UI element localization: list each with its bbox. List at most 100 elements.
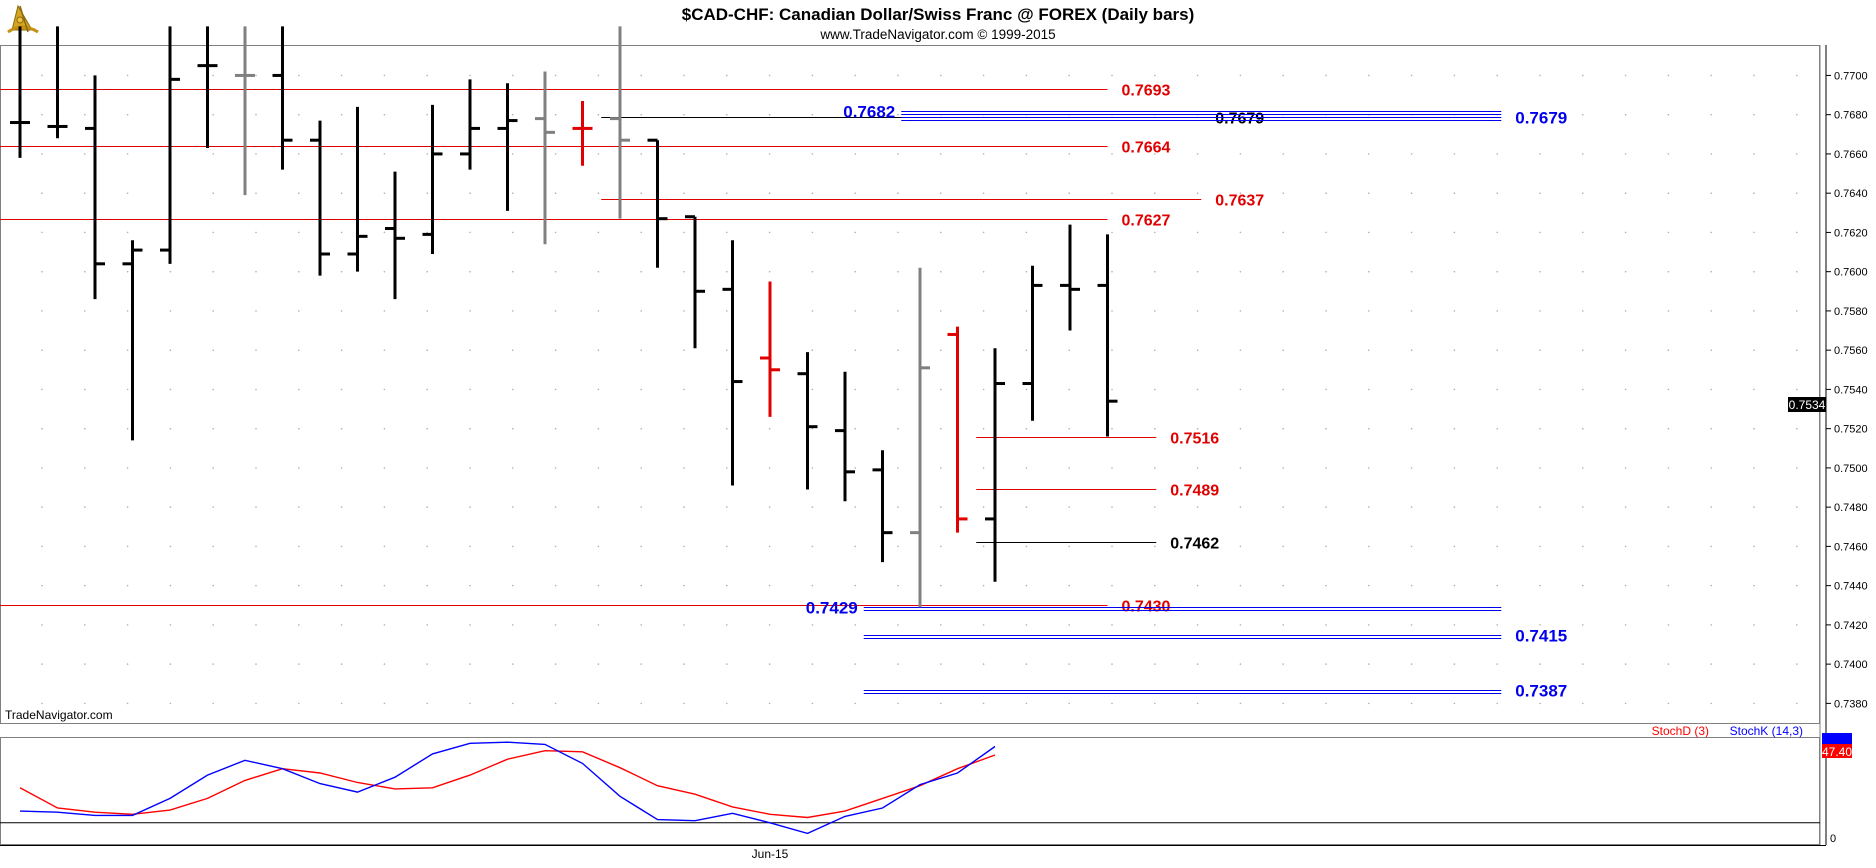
grid-dot: [298, 74, 300, 77]
grid-dot: [126, 427, 129, 430]
ohlc-bar: [85, 75, 105, 300]
grid-dot: [298, 663, 300, 665]
grid-dot: [1582, 663, 1584, 665]
grid-dot: [298, 113, 300, 116]
chart-title: $CAD-CHF: Canadian Dollar/Swiss Franc @ …: [682, 5, 1195, 24]
grid-dot: [1282, 467, 1284, 469]
grid-dot: [1753, 584, 1755, 587]
stochd-line: [19, 749, 996, 819]
grid-dot: [897, 74, 899, 77]
grid-dot: [1111, 584, 1113, 587]
ohlc-bar: [722, 240, 743, 486]
grid-dot: [897, 153, 899, 155]
stochk-value-badge: [1822, 733, 1852, 744]
grid-dot: [683, 231, 685, 234]
grid-dot: [298, 153, 300, 155]
grid-dot: [897, 467, 899, 469]
grid-dot: [1410, 388, 1413, 391]
grid-dot: [897, 310, 899, 312]
grid-dot: [340, 584, 343, 587]
grid-dot: [1667, 192, 1670, 194]
grid-dot: [1068, 584, 1070, 587]
grid-dot: [554, 467, 557, 469]
grid-dot: [1624, 153, 1627, 155]
ohlc-bar: [310, 120, 330, 276]
grid-dot: [1410, 231, 1413, 234]
grid-dot: [1453, 506, 1456, 508]
grid-dot: [383, 113, 386, 116]
level-label: 0.7387: [1515, 682, 1567, 701]
grid-dot: [683, 113, 685, 116]
grid-dot: [383, 153, 386, 155]
grid-dot: [554, 388, 557, 391]
grid-dot: [255, 192, 257, 194]
grid-dot: [126, 388, 129, 391]
grid-dot: [1111, 624, 1113, 626]
grid-dot: [1196, 427, 1199, 430]
grid-dot: [640, 270, 642, 273]
grid-dot: [768, 506, 771, 508]
grid-dot: [726, 192, 728, 194]
chart-subtitle: www.TradeNavigator.com © 1999-2015: [819, 27, 1055, 42]
grid-dot: [126, 153, 129, 155]
grid-dot: [212, 545, 214, 548]
grid-dot: [255, 231, 257, 234]
grid-dot: [1282, 310, 1284, 312]
grid-dot: [1025, 231, 1028, 234]
ohlc-bar: [47, 26, 68, 139]
grid-dot: [982, 702, 985, 705]
grid-dot: [212, 153, 214, 155]
grid-dot: [383, 467, 386, 469]
grid-dot: [1496, 74, 1498, 77]
grid-dot: [1796, 349, 1798, 352]
level-label: 0.7489: [1170, 483, 1219, 500]
grid-dot: [597, 113, 600, 116]
grid-dot: [1753, 388, 1755, 391]
grid-dot: [298, 388, 300, 391]
grid-dot: [897, 270, 899, 273]
grid-dot: [1239, 74, 1242, 77]
grid-dot: [1368, 545, 1370, 548]
grid-dot: [1796, 663, 1798, 665]
grid-dot: [1753, 624, 1755, 626]
grid-dot: [126, 74, 129, 77]
grid-dot: [683, 545, 685, 548]
grid-dot: [1624, 270, 1627, 273]
grid-dot: [897, 192, 899, 194]
grid-dot: [255, 663, 257, 665]
grid-dot: [683, 153, 685, 155]
grid-dot: [298, 467, 300, 469]
grid-dot: [1667, 113, 1670, 116]
grid-dot: [469, 624, 471, 626]
grid-dot: [298, 584, 300, 587]
grid-dot: [383, 388, 386, 391]
grid-dot: [1282, 506, 1284, 508]
grid-dot: [768, 270, 771, 273]
grid-dot: [1796, 74, 1798, 77]
grid-dot: [1624, 310, 1627, 312]
grid-dot: [726, 584, 728, 587]
grid-dot: [554, 231, 557, 234]
grid-dot: [1410, 545, 1413, 548]
grid-dot: [726, 74, 728, 77]
grid-dot: [1710, 506, 1712, 508]
price-tick-label: 0.7380: [1834, 698, 1868, 710]
grid-dot: [1325, 506, 1327, 508]
grid-dot: [426, 663, 429, 665]
stochk-line: [19, 741, 996, 835]
price-tick-label: 0.7420: [1834, 620, 1868, 632]
grid-dot: [940, 663, 942, 665]
grid-dot: [84, 702, 86, 705]
grid-dot: [255, 113, 257, 116]
ohlc-bar: [122, 240, 143, 441]
grid-dot: [1539, 584, 1541, 587]
grid-dot: [897, 584, 899, 587]
grid-dot: [683, 74, 685, 77]
grid-dot: [940, 584, 942, 587]
grid-dot: [597, 74, 600, 77]
grid-dot: [683, 388, 685, 391]
grid-dot: [1624, 545, 1627, 548]
grid-dot: [726, 663, 728, 665]
grid-dot: [1068, 388, 1070, 391]
